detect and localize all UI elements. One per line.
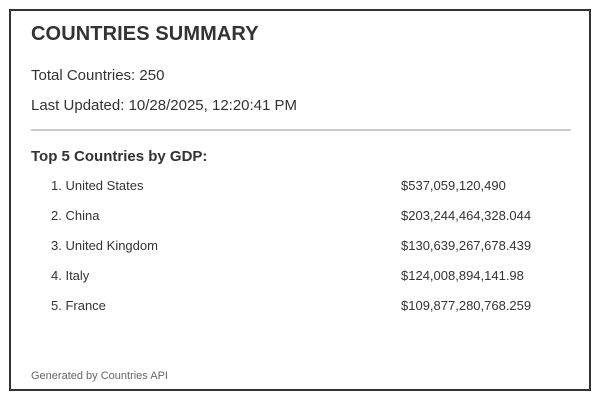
gdp-list-item: 5. France $109,877,280,768.259	[51, 298, 571, 328]
total-countries-text: Total Countries: 250	[31, 67, 165, 84]
summary-card: COUNTRIES SUMMARY Total Countries: 250 L…	[9, 9, 591, 391]
gdp-list: 1. United States $537,059,120,490 2. Chi…	[51, 178, 571, 328]
country-name: 3. United Kingdom	[51, 238, 158, 253]
country-gdp: $537,059,120,490	[401, 178, 506, 193]
country-gdp: $109,877,280,768.259	[401, 298, 532, 313]
gdp-list-item: 3. United Kingdom $130,639,267,678.439	[51, 238, 571, 268]
gdp-section-title: Top 5 Countries by GDP:	[31, 148, 208, 165]
gdp-list-item: 2. China $203,244,464,328.044	[51, 208, 571, 238]
section-divider	[31, 129, 571, 131]
country-name: 1. United States	[51, 178, 144, 193]
country-gdp: $130,639,267,678.439	[401, 238, 532, 253]
country-name: 5. France	[51, 298, 106, 313]
country-gdp: $203,244,464,328.044	[401, 208, 532, 223]
gdp-list-item: 4. Italy $124,008,894,141.98	[51, 268, 571, 298]
page-title: COUNTRIES SUMMARY	[31, 23, 259, 45]
footer-text: Generated by Countries API	[31, 370, 168, 382]
gdp-list-item: 1. United States $537,059,120,490	[51, 178, 571, 208]
country-name: 2. China	[51, 208, 100, 223]
country-name: 4. Italy	[51, 268, 90, 283]
country-gdp: $124,008,894,141.98	[401, 268, 524, 283]
last-updated-text: Last Updated: 10/28/2025, 12:20:41 PM	[31, 97, 298, 114]
